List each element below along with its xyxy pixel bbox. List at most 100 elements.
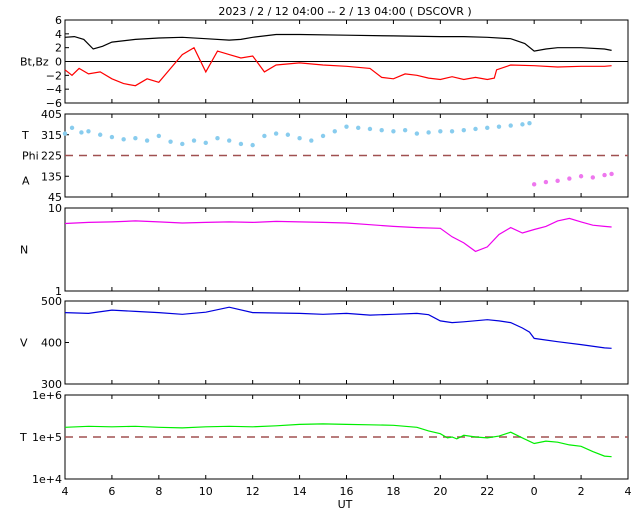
y-tick-label: −2: [46, 69, 62, 82]
y-tick-label: 300: [41, 378, 62, 391]
data-point-phi_t: [426, 130, 431, 135]
x-tick-label: 14: [293, 485, 307, 498]
x-tick-label: 4: [62, 485, 69, 498]
y-axis-label: A: [22, 174, 30, 187]
data-point-phi_a: [602, 172, 607, 178]
data-point-phi_a: [590, 175, 596, 180]
chart-title: 2023 / 2 / 12 04:00 -- 2 / 13 04:00 ( DS…: [218, 5, 471, 18]
data-point-phi_t: [168, 139, 173, 144]
panel-3: 10 1 N: [20, 202, 629, 298]
y-tick-label: 315: [41, 129, 62, 142]
data-point-phi_t: [285, 132, 291, 137]
x-tick-label: 6: [108, 485, 115, 498]
y-tick-label: 1: [55, 285, 62, 298]
x-tick-label: 8: [155, 485, 162, 498]
y-tick-label: 1e+5: [32, 431, 62, 444]
data-point-phi_t: [109, 134, 115, 140]
y-tick-label: 500: [41, 295, 62, 308]
data-point-phi_t: [473, 126, 478, 132]
y-tick-label: 4: [55, 28, 62, 41]
y-tick-label: 0: [55, 56, 62, 69]
y-tick-label: 225: [41, 150, 62, 163]
y-axis-label: Bt,Bz: [20, 56, 49, 69]
data-point-phi_t: [203, 140, 208, 146]
data-point-phi_t: [227, 138, 232, 143]
data-point-phi_t: [379, 127, 384, 133]
x-tick-label: 20: [433, 485, 447, 498]
series-line-bt: [64, 33, 612, 52]
x-tick-label: 10: [199, 485, 213, 498]
data-point-phi_a: [567, 176, 572, 181]
data-point-phi_a: [531, 182, 537, 187]
y-tick-label: −6: [46, 97, 62, 110]
x-tick-label: 2: [578, 485, 585, 498]
data-point-phi_t: [262, 133, 267, 139]
x-axis-label: UT: [338, 498, 353, 511]
y-axis-label: T: [19, 431, 27, 444]
data-point-phi_t: [69, 125, 75, 131]
data-point-phi_t: [97, 132, 103, 137]
y-axis-label: T: [21, 129, 29, 142]
data-point-phi_a: [578, 174, 584, 179]
data-point-phi_t: [133, 136, 138, 141]
data-point-phi_a: [543, 179, 549, 185]
x-tick-label: 18: [386, 485, 400, 498]
x-tick-label: 4: [625, 485, 632, 498]
data-point-phi_a: [609, 171, 614, 177]
y-axis-label: Phi: [22, 150, 39, 163]
data-point-phi_t: [520, 122, 525, 127]
y-axis-label: N: [20, 244, 28, 257]
y-tick-label: 1e+4: [32, 473, 62, 486]
data-point-phi_t: [356, 125, 361, 131]
y-tick-label: 6: [55, 14, 62, 27]
data-point-phi_t: [508, 123, 513, 128]
data-point-phi_t: [332, 129, 337, 134]
data-point-phi_t: [250, 142, 255, 148]
y-tick-label: 135: [41, 170, 62, 183]
data-point-phi_t: [485, 125, 490, 131]
data-point-phi_t: [215, 136, 220, 141]
x-tick-label: 12: [246, 485, 260, 498]
data-point-phi_t: [414, 131, 420, 136]
data-point-phi_t: [438, 129, 443, 134]
panel-frame: [64, 207, 629, 292]
data-point-phi_t: [496, 124, 502, 129]
data-point-phi_a: [555, 178, 560, 184]
data-point-phi_t: [344, 124, 349, 129]
data-point-phi_t: [309, 138, 314, 143]
y-tick-label: 405: [41, 108, 62, 121]
data-point-phi_t: [391, 129, 396, 134]
data-point-phi_t: [121, 137, 126, 142]
series-line-speed: [64, 306, 612, 349]
panel-2: 405 315 225 135 45 T Phi A: [21, 108, 629, 204]
y-tick-label: −4: [46, 83, 62, 96]
data-point-phi_t: [449, 129, 455, 134]
panel-5: 1e+6 1e+5 1e+4 T: [19, 389, 629, 486]
data-point-phi_t: [86, 129, 91, 134]
y-axis-label: V: [20, 337, 28, 350]
data-point-phi_t: [79, 130, 84, 135]
series-line-temperature: [64, 423, 612, 458]
data-point-phi_t: [402, 127, 408, 133]
series-line-bz: [64, 46, 612, 87]
x-tick-label: 22: [480, 485, 494, 498]
y-tick-label: 45: [48, 191, 62, 204]
data-point-phi_t: [191, 138, 197, 143]
data-point-phi_t: [144, 138, 150, 143]
data-point-phi_t: [527, 121, 532, 126]
data-point-phi_t: [238, 141, 244, 147]
panel-4: 500 400 300 V: [20, 295, 629, 391]
data-point-phi_t: [461, 127, 466, 133]
y-tick-label: 1e+6: [32, 389, 62, 402]
series-line-density: [64, 217, 612, 253]
data-point-phi_t: [320, 133, 326, 139]
y-tick-label: 400: [41, 337, 62, 350]
data-point-phi_t: [273, 131, 279, 136]
x-tick-label: 16: [340, 485, 354, 498]
data-point-phi_t: [180, 141, 185, 147]
y-tick-label: 2: [55, 42, 62, 55]
data-point-phi_t: [62, 131, 68, 136]
data-point-phi_t: [297, 136, 302, 141]
